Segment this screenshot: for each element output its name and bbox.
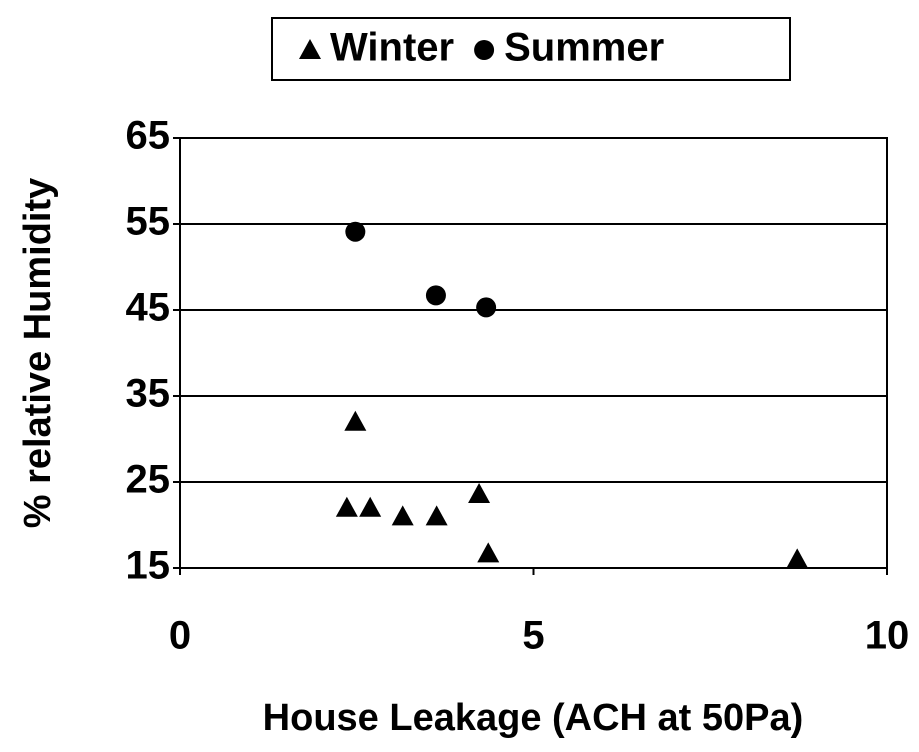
legend-box xyxy=(271,17,791,81)
legend-marker xyxy=(299,39,321,59)
point xyxy=(391,505,414,526)
point xyxy=(476,297,497,318)
x-tick-label: 5 xyxy=(522,614,544,658)
y-tick-label: 35 xyxy=(126,372,171,416)
point xyxy=(425,505,448,526)
point xyxy=(345,221,366,242)
point xyxy=(477,542,500,563)
point xyxy=(425,285,446,306)
point xyxy=(786,548,809,569)
point xyxy=(335,496,358,517)
point xyxy=(344,410,367,431)
point xyxy=(468,483,491,504)
point xyxy=(359,496,382,517)
y-tick-label: 15 xyxy=(126,544,171,588)
legend-marker xyxy=(474,40,495,60)
x-tick-label: 10 xyxy=(865,614,910,658)
y-tick-label: 45 xyxy=(126,286,171,330)
legend-label: Winter xyxy=(330,26,454,70)
x-axis-title: House Leakage (ACH at 50Pa) xyxy=(263,697,804,739)
legend-label: Summer xyxy=(504,26,664,70)
y-axis-title: % relative Humidity xyxy=(17,178,59,529)
y-tick-label: 55 xyxy=(126,200,171,244)
y-tick-label: 65 xyxy=(126,114,171,158)
x-tick-label: 0 xyxy=(169,614,191,658)
y-tick-label: 25 xyxy=(126,458,171,502)
plot-frame xyxy=(179,137,888,569)
